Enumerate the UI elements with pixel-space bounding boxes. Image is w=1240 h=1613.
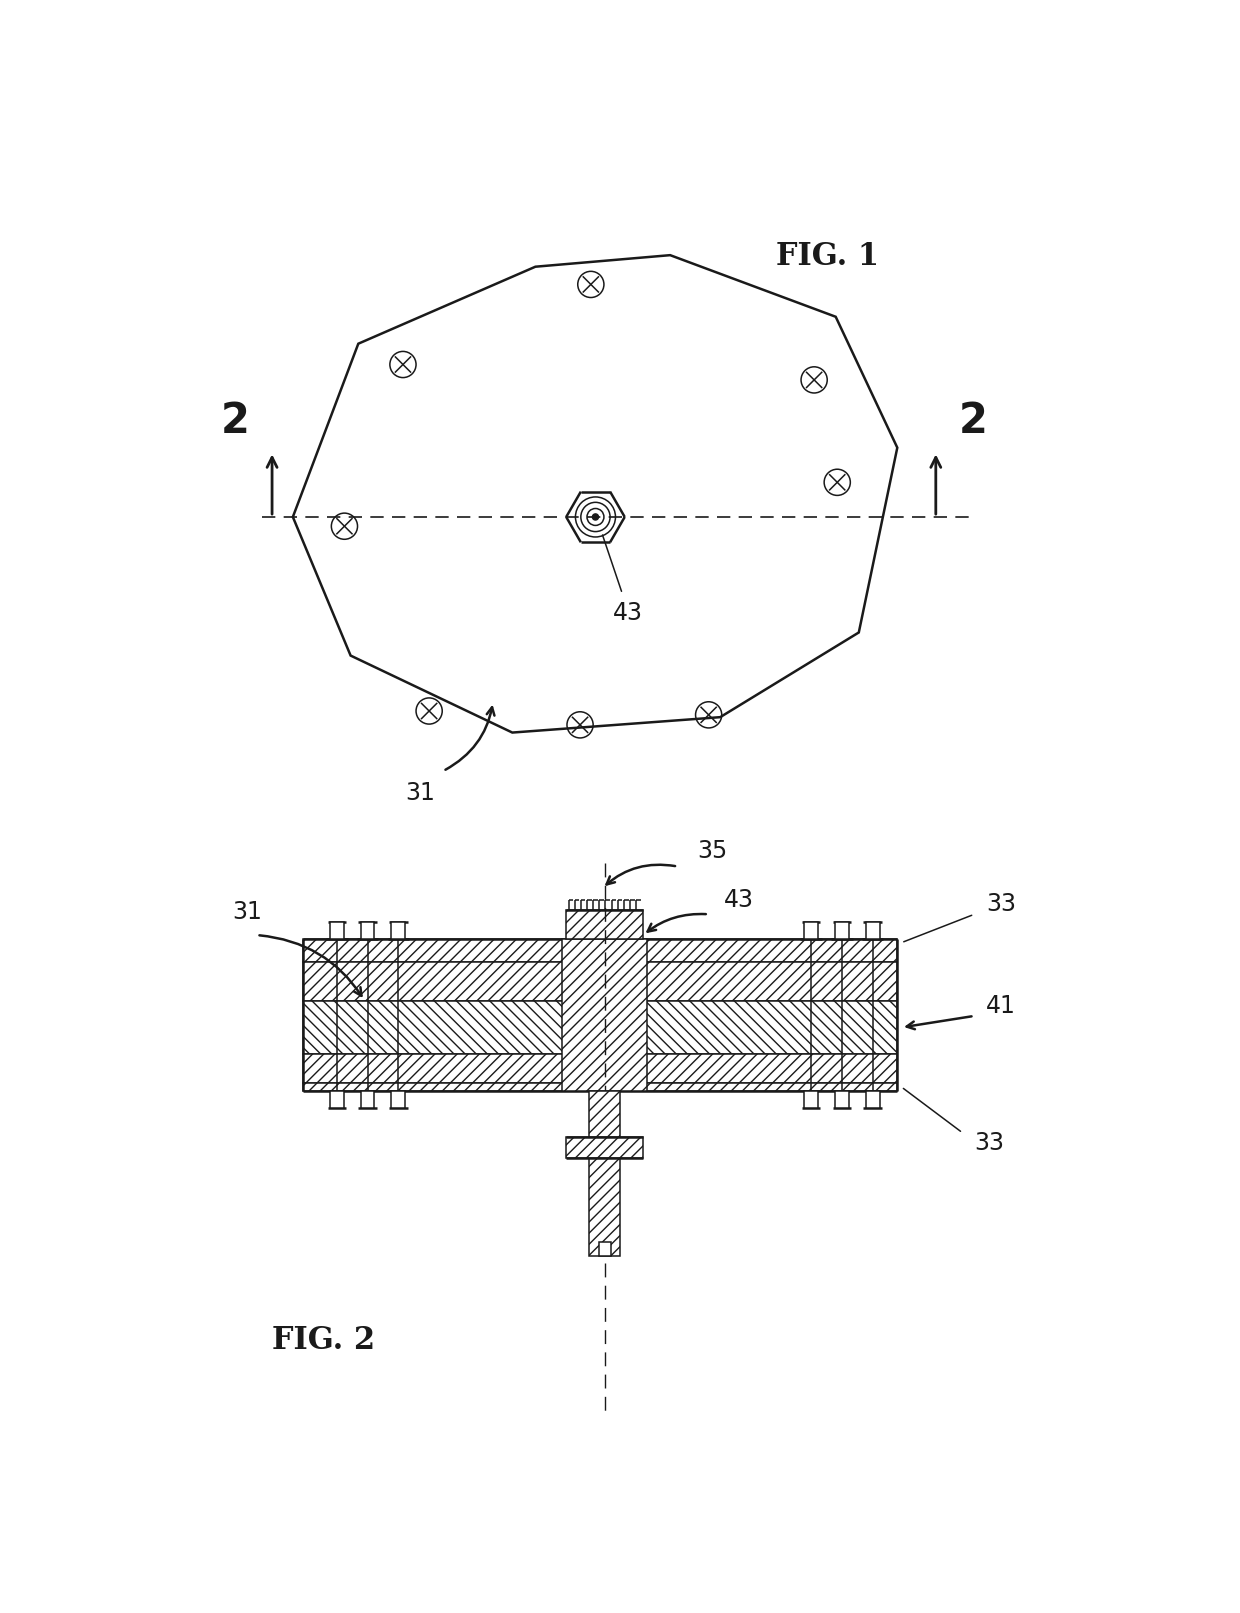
Bar <box>835 923 849 939</box>
Text: 41: 41 <box>986 994 1016 1018</box>
Bar <box>866 1090 879 1108</box>
Bar <box>303 1055 898 1082</box>
Text: 43: 43 <box>724 889 754 913</box>
Bar <box>563 939 647 1090</box>
Text: FIG. 2: FIG. 2 <box>272 1326 376 1357</box>
Bar <box>589 1090 620 1257</box>
Bar <box>303 1000 898 1055</box>
Bar <box>804 923 818 939</box>
Bar <box>835 1090 849 1108</box>
Text: FIG. 1: FIG. 1 <box>776 242 879 273</box>
Text: 35: 35 <box>697 839 728 863</box>
Bar <box>361 1090 374 1108</box>
Bar <box>599 1242 611 1257</box>
Text: 31: 31 <box>232 900 263 924</box>
Bar <box>392 923 405 939</box>
Bar <box>567 1137 644 1158</box>
Bar <box>392 1090 405 1108</box>
Text: 2: 2 <box>221 400 249 442</box>
Bar <box>303 939 898 961</box>
Text: 31: 31 <box>405 781 435 805</box>
Text: 43: 43 <box>613 602 642 626</box>
Bar <box>804 1090 818 1108</box>
Bar <box>330 923 343 939</box>
Bar <box>303 961 898 1000</box>
Bar <box>330 1090 343 1108</box>
Bar <box>866 923 879 939</box>
Bar <box>303 1082 898 1090</box>
Bar <box>567 910 644 939</box>
Circle shape <box>593 515 599 519</box>
Bar <box>361 923 374 939</box>
Text: 2: 2 <box>959 400 987 442</box>
Text: 33: 33 <box>975 1131 1004 1155</box>
Text: 33: 33 <box>986 892 1016 916</box>
